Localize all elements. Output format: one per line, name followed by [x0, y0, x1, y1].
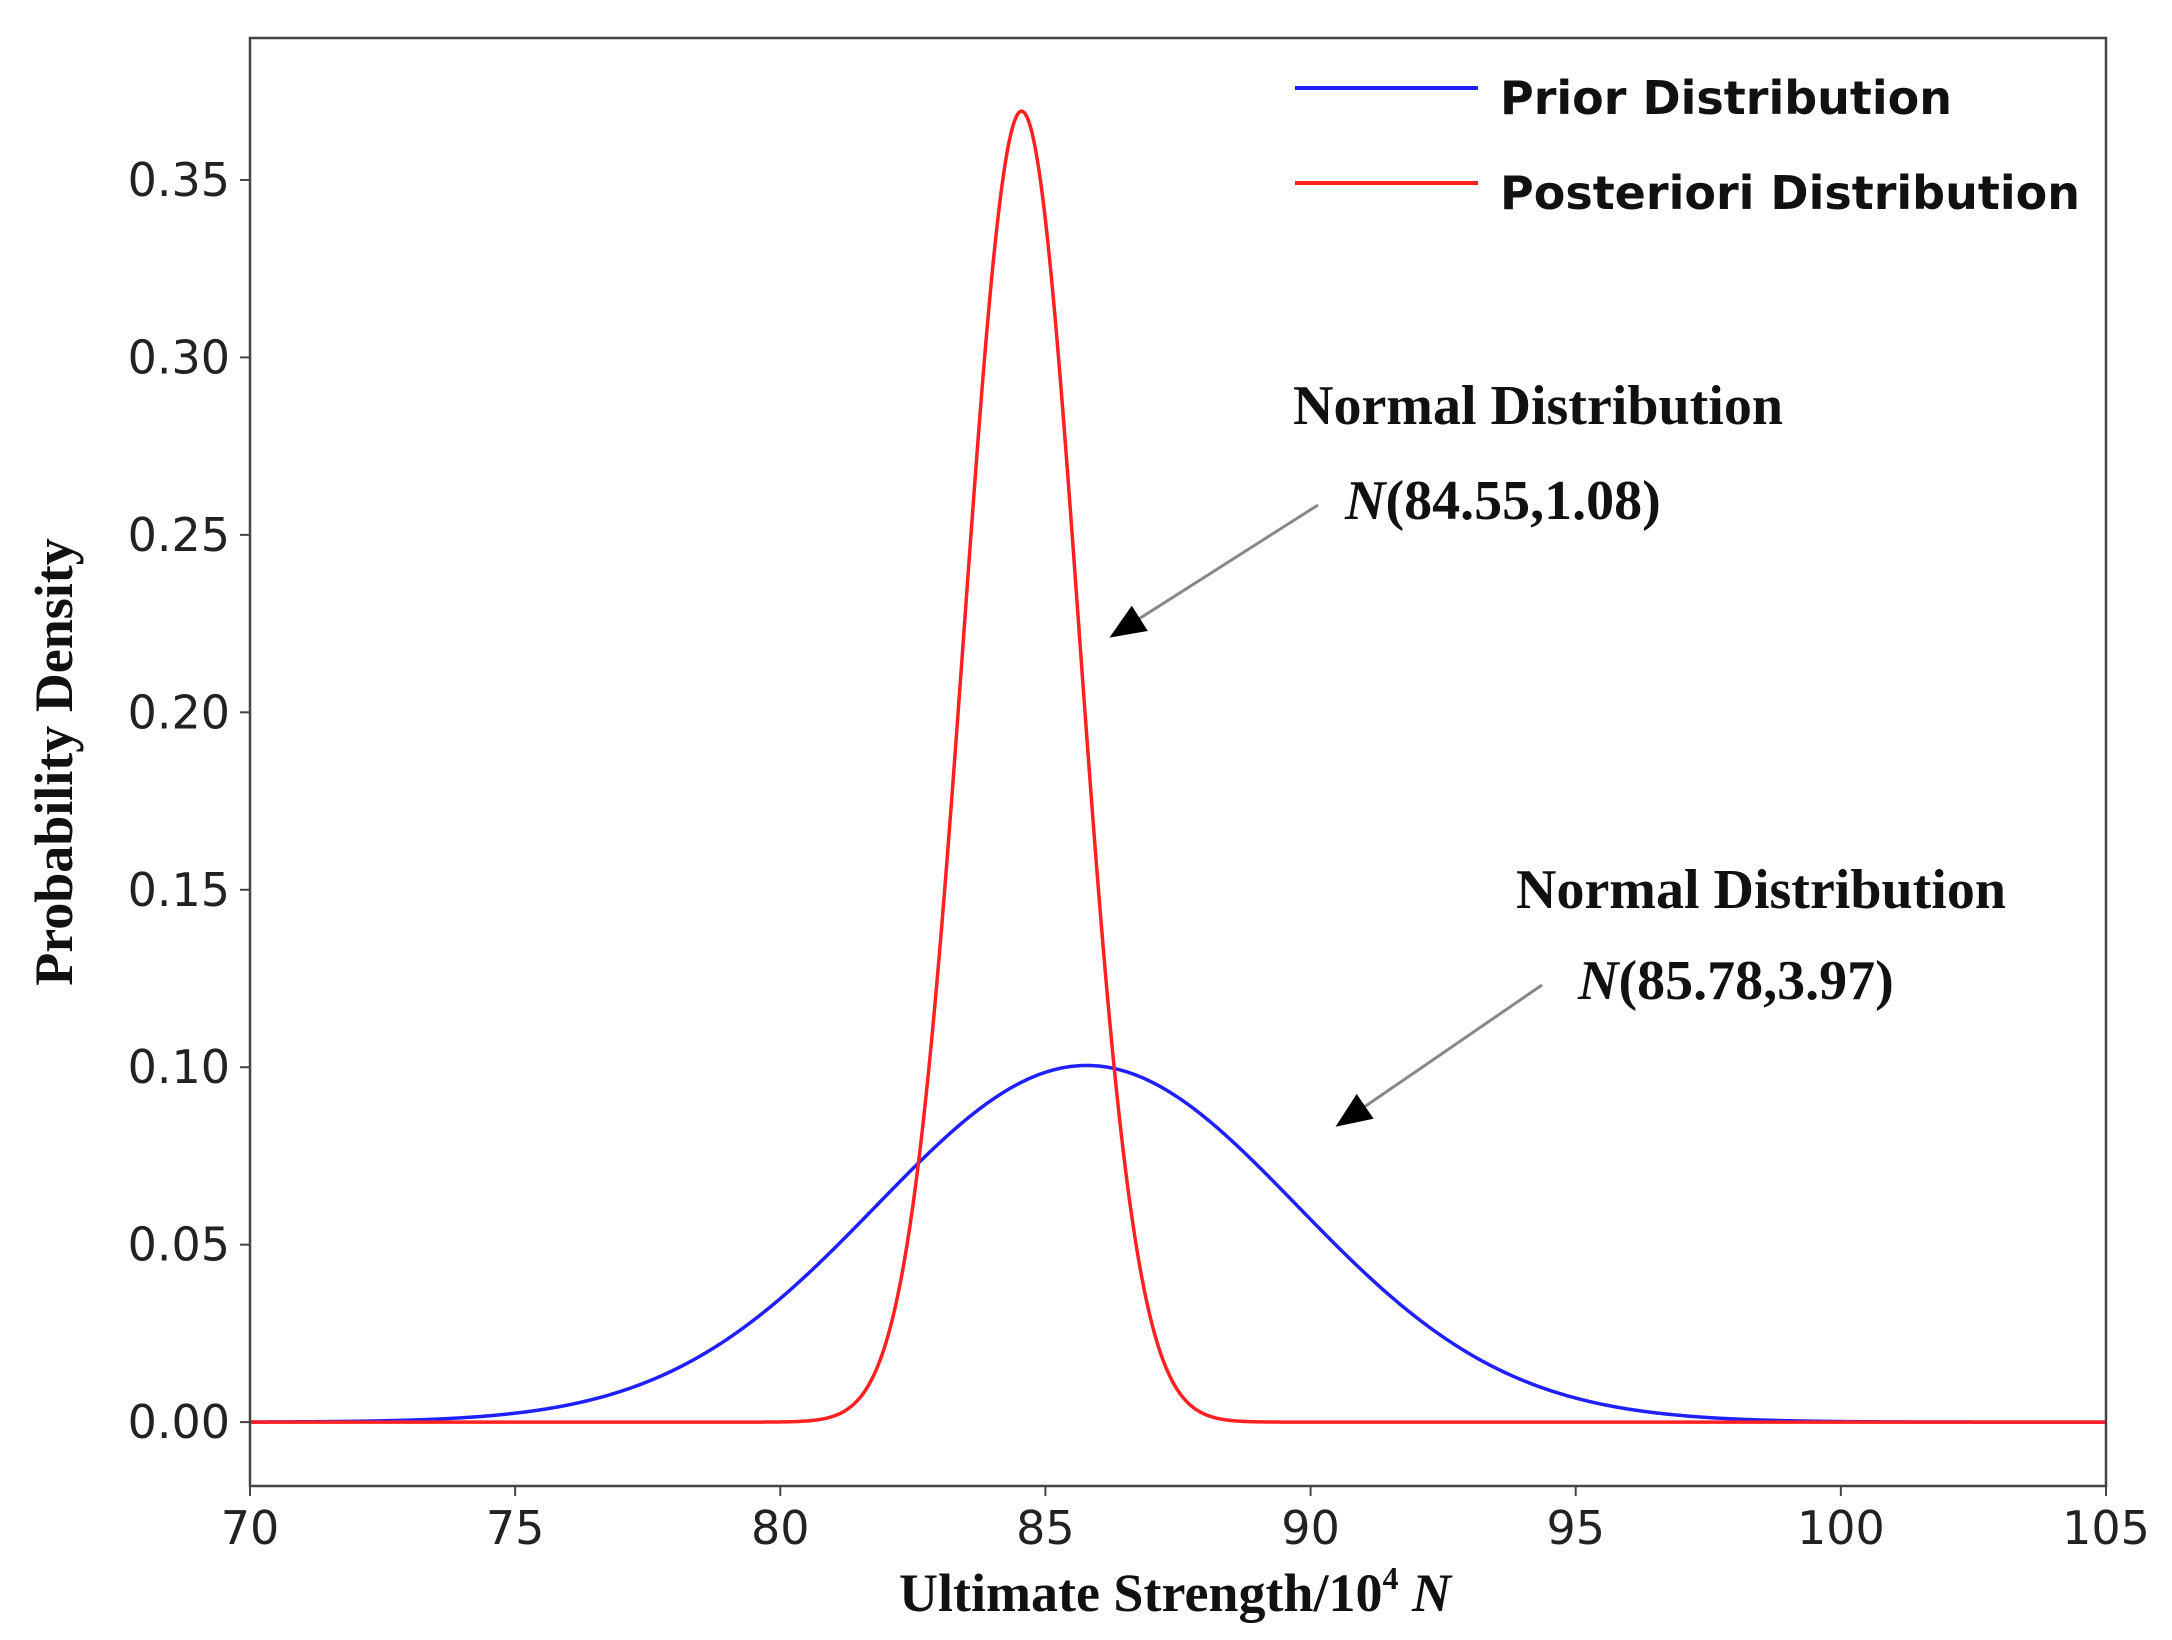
legend: Prior Distribution Posteriori Distributi… — [1295, 71, 2080, 220]
legend-label-prior: Prior Distribution — [1500, 71, 1952, 125]
legend-label-posteriori: Posteriori Distribution — [1500, 166, 2080, 220]
x-tick-label: 80 — [751, 1501, 810, 1555]
annotation-arrow — [1335, 983, 1543, 1127]
y-tick-label: 0.05 — [128, 1218, 230, 1272]
annotation-heading: Normal Distribution — [1516, 859, 2006, 921]
annotation-params: N(84.55,1.08) — [1344, 470, 1661, 532]
annotation-arrow — [1109, 503, 1319, 638]
y-tick-label: 0.10 — [128, 1040, 230, 1094]
x-tick-label: 105 — [2062, 1501, 2150, 1555]
y-tick-label: 0.30 — [128, 330, 230, 384]
annotation-prior: Normal Distribution N(85.78,3.97) — [1335, 859, 2006, 1127]
plot-frame — [248, 36, 2108, 1488]
annotation-params: N(85.78,3.97) — [1577, 950, 1894, 1012]
y-tick-label: 0.15 — [128, 863, 230, 917]
x-tick-label: 95 — [1546, 1501, 1605, 1555]
x-tick-label: 70 — [221, 1501, 280, 1555]
y-axis-title: Probability Density — [24, 538, 84, 986]
y-tick-label: 0.00 — [128, 1395, 230, 1449]
series-line-posteriori — [250, 109, 2106, 1424]
y-tick-label: 0.25 — [128, 508, 230, 562]
annotation-posteriori: Normal Distribution N(84.55,1.08) — [1109, 375, 1783, 638]
y-axis-ticks: 0.00 0.05 0.10 0.15 0.20 0.25 0.30 0.35 — [128, 153, 250, 1449]
x-tick-label: 100 — [1797, 1501, 1885, 1555]
x-tick-label: 75 — [486, 1501, 545, 1555]
x-tick-label: 90 — [1281, 1501, 1340, 1555]
y-tick-label: 0.35 — [128, 153, 230, 207]
x-axis-title: Ultimate Strength/104 N — [899, 1560, 1453, 1623]
x-tick-label: 85 — [1016, 1501, 1075, 1555]
plot-area — [250, 38, 2106, 1486]
annotation-heading: Normal Distribution — [1293, 375, 1783, 437]
y-tick-label: 0.20 — [128, 685, 230, 739]
x-axis-ticks: 70 75 80 85 90 95 100 105 — [221, 1486, 2150, 1555]
